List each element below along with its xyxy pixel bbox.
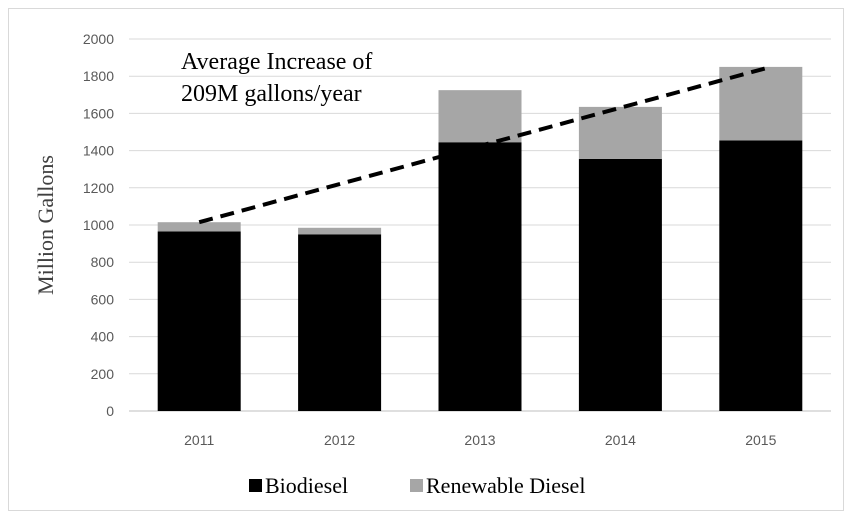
y-tick-label-600: 600: [91, 291, 115, 307]
legend-label-renewable-diesel: Renewable Diesel: [426, 473, 585, 498]
x-tick-label-2012: 2012: [324, 432, 355, 448]
legend-label-biodiesel: Biodiesel: [265, 473, 348, 498]
annotation-line-2: 209M gallons/year: [181, 81, 362, 107]
legend: Biodiesel Renewable Diesel: [249, 473, 585, 498]
y-tick-label-2000: 2000: [83, 31, 114, 47]
y-tick-label-200: 200: [91, 366, 115, 382]
stacked-bar-chart: 0 200 400 600 800 1000 1200 1400 1600 1800 2000 20…: [33, 31, 831, 498]
y-axis-label: Million Gallons: [33, 155, 58, 295]
annotation-line-1: Average Increase of: [181, 49, 372, 75]
bar-biodiesel-2012: [298, 234, 382, 411]
bars: [157, 66, 803, 412]
y-tick-label-0: 0: [106, 403, 114, 419]
x-axis-ticks: 2011 2012 2013 2014 2015: [184, 432, 776, 448]
trendline: [198, 64, 772, 225]
y-tick-label-800: 800: [91, 254, 115, 270]
bar-biodiesel-2014: [578, 158, 662, 411]
bar-biodiesel-2013: [438, 142, 522, 412]
y-tick-label-400: 400: [91, 329, 115, 345]
y-tick-label-1200: 1200: [83, 180, 114, 196]
x-tick-label-2011: 2011: [184, 432, 214, 448]
bar-biodiesel-2011: [157, 231, 241, 411]
bar-renewable-diesel-2013: [438, 90, 522, 143]
y-tick-label-1600: 1600: [83, 105, 114, 121]
y-tick-label-1800: 1800: [83, 68, 114, 84]
x-tick-label-2015: 2015: [745, 432, 776, 448]
y-tick-label-1000: 1000: [83, 217, 114, 233]
bar-biodiesel-2015: [719, 140, 803, 411]
x-tick-label-2013: 2013: [464, 432, 495, 448]
chart-frame: 0 200 400 600 800 1000 1200 1400 1600 1800 2000 20…: [8, 8, 844, 511]
y-tick-label-1400: 1400: [83, 143, 114, 159]
legend-swatch-renewable-diesel: [410, 479, 423, 492]
bar-renewable-diesel-2011: [157, 222, 241, 232]
y-axis-ticks: 0 200 400 600 800 1000 1200 1400 1600 1800 2000: [83, 31, 114, 419]
bar-renewable-diesel-2012: [298, 227, 382, 235]
x-tick-label-2014: 2014: [605, 432, 636, 448]
legend-swatch-biodiesel: [249, 479, 262, 492]
